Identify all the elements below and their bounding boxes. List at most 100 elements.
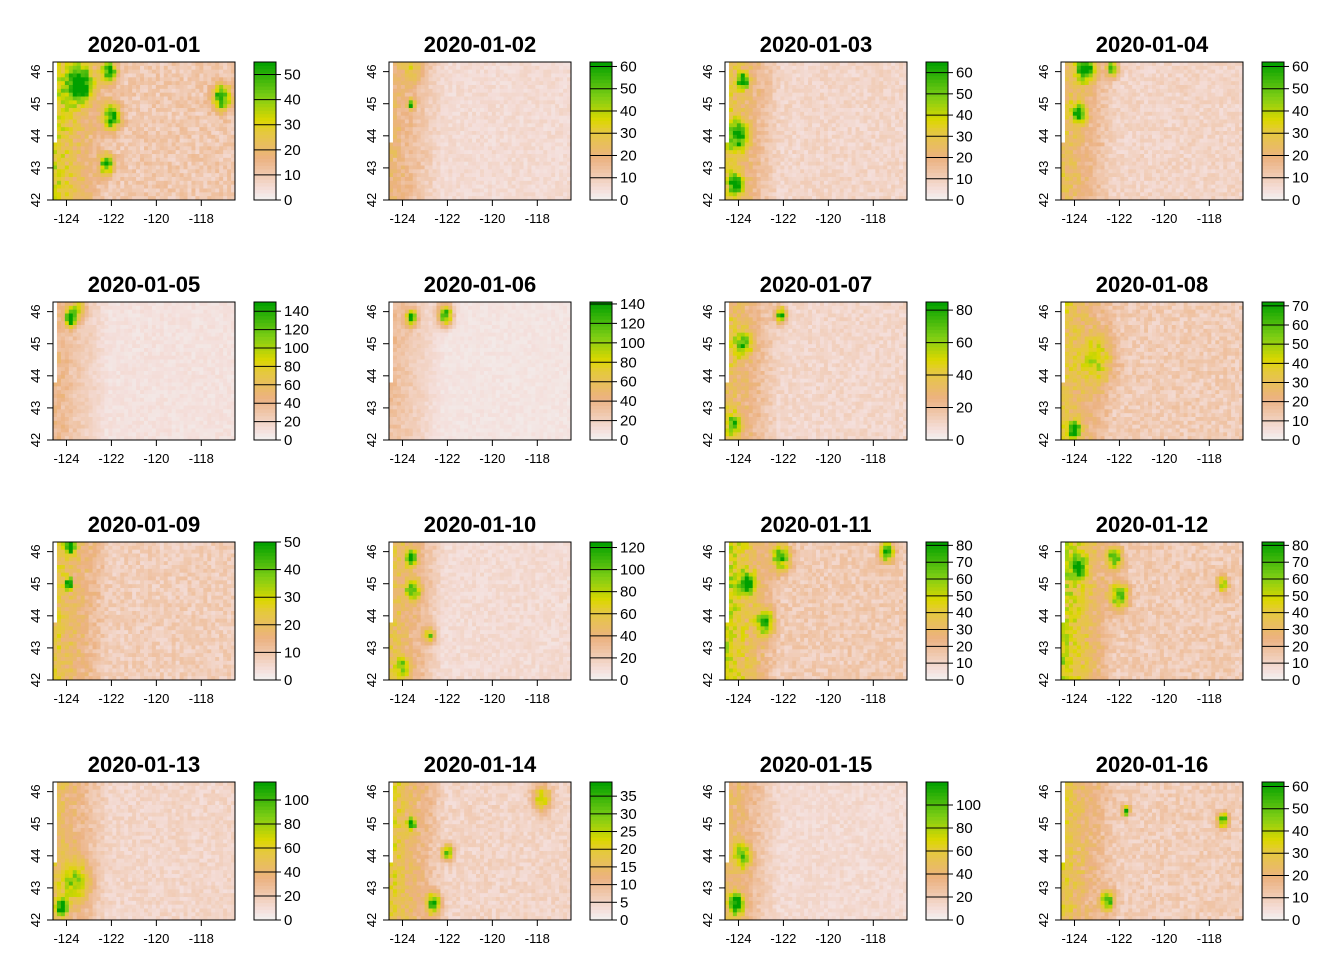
colorbar-label: 20 (1292, 394, 1309, 411)
colorbar-label: 30 (956, 622, 973, 639)
x-tick-label: -120 (479, 451, 505, 466)
colorbar-label: 10 (284, 167, 301, 184)
colorbar-label: 40 (620, 628, 637, 645)
x-tick-label: -120 (479, 931, 505, 946)
colorbar: 0 10 20 30 40 50 (253, 61, 301, 209)
colorbar-label: 80 (956, 820, 973, 837)
x-tick-label: -122 (770, 931, 796, 946)
x-tick-label: -118 (189, 211, 214, 226)
x-tick-label: -124 (389, 931, 415, 946)
colorbar-label: 60 (620, 374, 637, 391)
map-panel: 2020-01-10 -124 -122 -120 -118 42 43 44 45 46 0 20 4… (364, 512, 645, 706)
panel-title: 2020-01-07 (760, 272, 873, 297)
colorbar: 0 20 40 60 80 100 (253, 781, 309, 929)
colorbar-label: 0 (956, 432, 964, 449)
colorbar-label: 0 (284, 672, 292, 689)
colorbar: 0 20 40 60 80 (925, 301, 973, 449)
y-tick-label: 46 (700, 64, 715, 78)
y-tick-label: 46 (28, 304, 43, 318)
y-tick-label: 46 (364, 304, 379, 318)
raster-layer (1061, 302, 1244, 441)
raster-layer (53, 542, 236, 681)
colorbar-label: 120 (620, 315, 645, 332)
colorbar-label: 20 (284, 888, 301, 905)
y-tick-label: 43 (1036, 401, 1051, 415)
y-tick-label: 43 (28, 881, 43, 895)
plot-frame (724, 301, 908, 441)
panel-title: 2020-01-14 (424, 752, 537, 777)
plot-frame (52, 541, 236, 681)
y-tick-label: 42 (700, 433, 715, 447)
y-tick-label: 46 (1036, 544, 1051, 558)
colorbar-label: 50 (1292, 81, 1309, 98)
colorbar-label: 15 (620, 859, 637, 876)
colorbar-label: 30 (620, 806, 637, 823)
x-tick-label: -122 (434, 691, 460, 706)
colorbar-label: 140 (620, 296, 645, 313)
y-tick-label: 44 (1036, 609, 1051, 623)
plot-frame (724, 541, 908, 681)
colorbar-label: 100 (284, 792, 309, 809)
map-panel: 2020-01-12 -124 -122 -120 -118 42 43 44 45 46 0102… (1036, 512, 1309, 706)
panel-title: 2020-01-15 (760, 752, 873, 777)
colorbar-label: 10 (956, 171, 973, 188)
y-tick-label: 45 (28, 96, 43, 110)
y-tick-label: 45 (1036, 336, 1051, 350)
y-tick-label: 43 (1036, 881, 1051, 895)
colorbar-label: 100 (284, 340, 309, 357)
colorbar-label: 40 (620, 393, 637, 410)
colorbar-label: 25 (620, 824, 637, 841)
x-tick-label: -122 (770, 691, 796, 706)
y-tick-label: 42 (1036, 193, 1051, 207)
x-tick-label: -118 (1197, 931, 1222, 946)
colorbar: 0 10 20 30 40 50 60 70 (1261, 298, 1309, 449)
x-tick-label: -118 (861, 211, 886, 226)
plot-frame (724, 61, 908, 201)
x-tick-label: -122 (1106, 691, 1132, 706)
x-tick-label: -118 (525, 451, 550, 466)
colorbar-label: 60 (620, 606, 637, 623)
colorbar-label: 10 (956, 655, 973, 672)
plot-frame (1060, 301, 1244, 441)
colorbar-label: 50 (1292, 801, 1309, 818)
colorbar-label: 0 (956, 192, 964, 209)
map-panel: 2020-01-13 -124 -122 -120 -118 42 43 44 45 46 0 20 4… (28, 752, 309, 946)
y-tick-label: 46 (1036, 304, 1051, 318)
y-tick-label: 42 (28, 673, 43, 687)
colorbar: 0 10 20 30 40 50 60 (589, 58, 637, 209)
y-tick-label: 44 (700, 609, 715, 623)
colorbar-label: 80 (284, 358, 301, 375)
y-tick-label: 44 (28, 609, 43, 623)
x-tick-label: -122 (1106, 451, 1132, 466)
x-tick-label: -122 (434, 931, 460, 946)
colorbar-label: 0 (1292, 672, 1300, 689)
y-tick-label: 42 (28, 193, 43, 207)
map-panel: 2020-01-09 -124 -122 -120 -118 42 43 44 45 46 0 10 2… (28, 512, 301, 706)
colorbar-label: 30 (284, 117, 301, 134)
x-tick-label: -124 (1061, 211, 1087, 226)
y-tick-label: 42 (364, 673, 379, 687)
y-tick-label: 43 (1036, 161, 1051, 175)
colorbar: 0 20 40 60 80 100 (925, 781, 981, 929)
y-tick-label: 44 (700, 129, 715, 143)
raster-layer (389, 302, 572, 441)
colorbar-label: 40 (284, 562, 301, 579)
y-tick-label: 42 (700, 673, 715, 687)
y-tick-label: 46 (364, 544, 379, 558)
x-tick-label: -122 (98, 211, 124, 226)
colorbar-label: 140 (284, 303, 309, 320)
raster-layer (1061, 542, 1244, 681)
raster-layer (1061, 782, 1244, 921)
colorbar-label: 40 (284, 395, 301, 412)
panel-title: 2020-01-05 (88, 272, 201, 297)
raster-layer (725, 542, 908, 681)
panel-title: 2020-01-04 (1096, 32, 1209, 57)
colorbar-label: 20 (620, 841, 637, 858)
x-tick-label: -122 (770, 451, 796, 466)
y-tick-label: 42 (364, 193, 379, 207)
colorbar-label: 0 (284, 912, 292, 929)
colorbar-label: 60 (284, 377, 301, 394)
colorbar: 0 10 20 30 40 50 60 (1261, 58, 1309, 209)
